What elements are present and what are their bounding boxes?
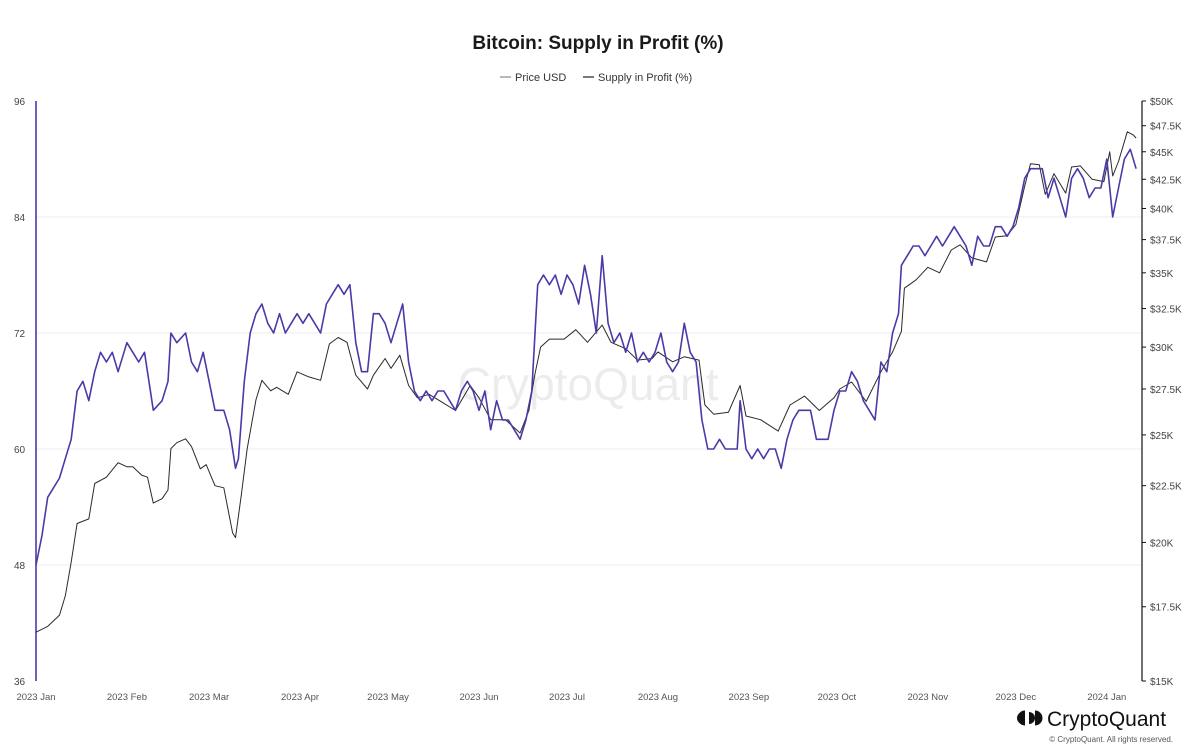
y-right-tick-label: $50K: [1150, 97, 1174, 108]
legend: Price USD Supply in Profit (%): [500, 72, 692, 84]
y-right-tick-label: $20K: [1150, 538, 1174, 549]
grid-layer: [36, 216, 1142, 566]
x-tick-label: 2023 Mar: [189, 692, 229, 703]
x-tick-label: 2023 Aug: [638, 692, 678, 703]
x-tick-label: 2023 Apr: [281, 692, 319, 703]
y-right-tick-label: $17.5K: [1150, 603, 1182, 614]
y-right-tick-label: $27.5K: [1150, 385, 1182, 396]
series-line-supply: [35, 148, 1137, 566]
legend-label-price: Price USD: [515, 72, 566, 84]
copyright-text: © CryptoQuant. All rights reserved.: [1049, 735, 1173, 744]
y-right-tick-label: $25K: [1150, 431, 1174, 442]
y-left-tick-label: 36: [14, 677, 26, 688]
y-right-tick-label: $35K: [1150, 269, 1174, 280]
y-right-tick-label: $42.5K: [1150, 175, 1182, 186]
y-right-tick-label: $15K: [1150, 677, 1174, 688]
brand-name: CryptoQuant: [1047, 708, 1166, 731]
y-right-tick-label: $37.5K: [1150, 236, 1182, 247]
x-tick-label: 2023 Jun: [459, 692, 498, 703]
y-right-tick-label: $45K: [1150, 148, 1174, 159]
x-tick-label: 2023 Dec: [996, 692, 1037, 703]
series-line-price: [35, 131, 1137, 633]
x-tick-label: 2023 Jul: [549, 692, 585, 703]
y-left-tick-label: 72: [14, 329, 26, 340]
x-tick-label: 2024 Jan: [1087, 692, 1126, 703]
y-left-tick-label: 96: [14, 97, 26, 108]
x-tick-label: 2023 Sep: [729, 692, 770, 703]
y-left-tick-label: 60: [14, 445, 26, 456]
y-right-tick-label: $22.5K: [1150, 482, 1182, 493]
x-tick-label: 2023 Oct: [818, 692, 857, 703]
x-tick-label: 2023 May: [367, 692, 409, 703]
brand-logo: CryptoQuant © CryptoQuant. All rights re…: [1017, 708, 1173, 744]
y-right-tick-label: $30K: [1150, 343, 1174, 354]
y-right-tick-label: $47.5K: [1150, 122, 1182, 133]
x-tick-label: 2023 Feb: [107, 692, 147, 703]
x-tick-label: 2023 Jan: [16, 692, 55, 703]
y-left-tick-label: 84: [14, 213, 26, 224]
y-right-tick-label: $32.5K: [1150, 305, 1182, 316]
x-tick-label: 2023 Nov: [908, 692, 949, 703]
chart-title: Bitcoin: Supply in Profit (%): [472, 33, 723, 54]
axes-layer: 96 84 72 60 48 36 $50K $47.5K $45K $42.5K $40K $37.…: [14, 97, 1182, 703]
series-layer: [35, 131, 1137, 633]
y-right-tick-label: $40K: [1150, 204, 1174, 215]
legend-label-supply: Supply in Profit (%): [598, 72, 692, 84]
cryptoquant-logo-icon: [1017, 710, 1043, 726]
y-left-tick-label: 48: [14, 561, 26, 572]
